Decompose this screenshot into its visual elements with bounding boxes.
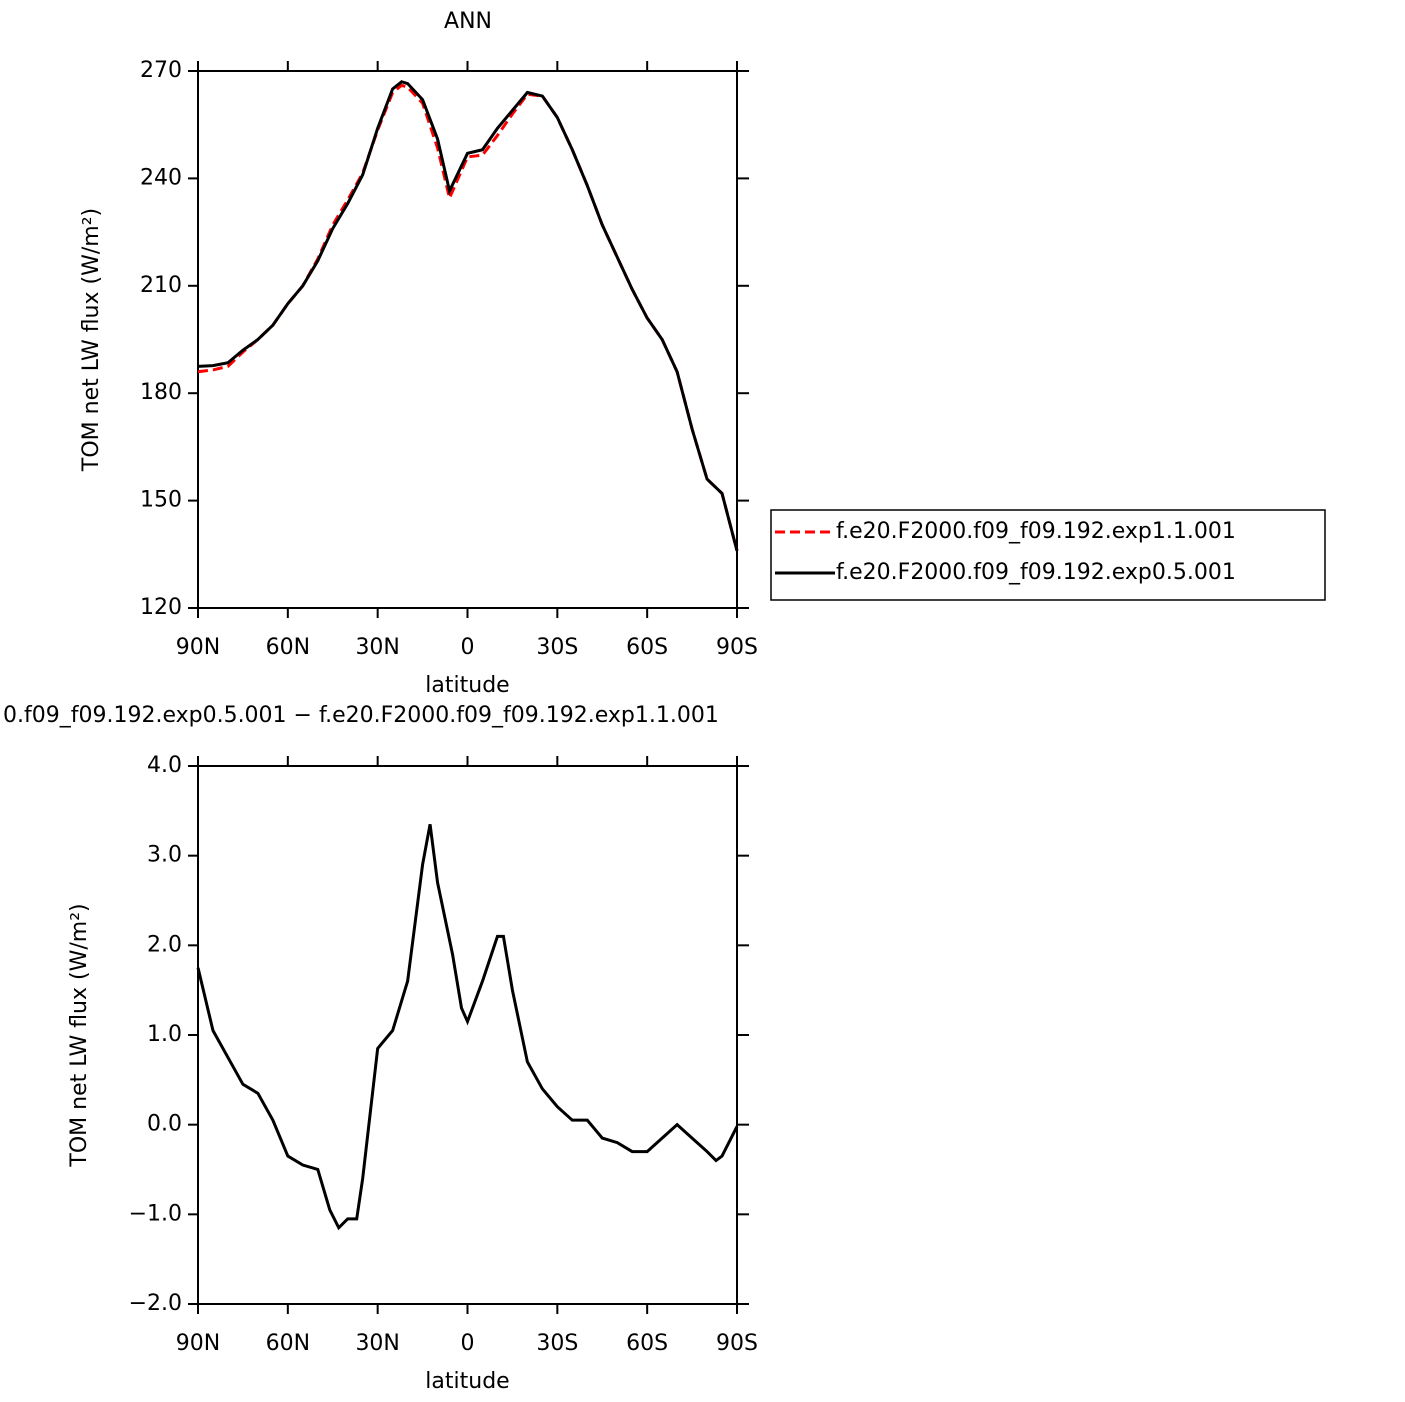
chart-title: 0.f09_f09.192.exp0.5.001 − f.e20.F2000.f… — [3, 703, 719, 728]
x-tick-label: 60N — [266, 1331, 310, 1356]
legend-label: f.e20.F2000.f09_f09.192.exp0.5.001 — [836, 560, 1236, 585]
y-tick-label: 180 — [140, 380, 182, 405]
plot-frame — [197, 70, 738, 609]
x-tick-label: 30N — [355, 1331, 399, 1356]
x-tick-label: 90N — [176, 635, 220, 660]
y-tick-label: −1.0 — [129, 1201, 182, 1226]
x-tick-label: 30N — [355, 635, 399, 660]
x-axis-label: latitude — [425, 1369, 509, 1394]
y-tick-label: −2.0 — [129, 1291, 182, 1316]
y-tick-label: 4.0 — [147, 753, 182, 778]
data-line — [196, 824, 739, 1231]
x-tick-label: 0 — [461, 635, 475, 660]
x-tick-label: 0 — [461, 1331, 475, 1356]
x-axis-label: latitude — [425, 673, 509, 698]
y-tick-label: 0.0 — [147, 1112, 182, 1137]
x-tick-label: 30S — [536, 1331, 578, 1356]
y-tick-label: 240 — [140, 165, 182, 190]
y-tick-label: 210 — [140, 273, 182, 298]
x-tick-label: 90S — [716, 1331, 758, 1356]
x-tick-label: 90S — [716, 635, 758, 660]
y-axis-label: TOM net LW flux (W/m²) — [67, 903, 92, 1167]
x-tick-label: 60N — [266, 635, 310, 660]
y-axis-label: TOM net LW flux (W/m²) — [79, 208, 104, 472]
x-tick-label: 90N — [176, 1331, 220, 1356]
legend-label: f.e20.F2000.f09_f09.192.exp1.1.001 — [836, 519, 1236, 544]
chart-title: ANN — [444, 9, 492, 34]
legend-box — [770, 509, 1326, 601]
x-tick-label: 30S — [536, 635, 578, 660]
plot-frame — [197, 765, 738, 1305]
y-tick-label: 150 — [140, 488, 182, 513]
y-tick-label: 3.0 — [147, 843, 182, 868]
y-tick-label: 270 — [140, 58, 182, 83]
y-tick-label: 1.0 — [147, 1022, 182, 1047]
y-tick-label: 120 — [140, 595, 182, 620]
y-tick-label: 2.0 — [147, 932, 182, 957]
data-line — [197, 80, 739, 552]
x-tick-label: 60S — [626, 635, 668, 660]
x-tick-label: 60S — [626, 1331, 668, 1356]
